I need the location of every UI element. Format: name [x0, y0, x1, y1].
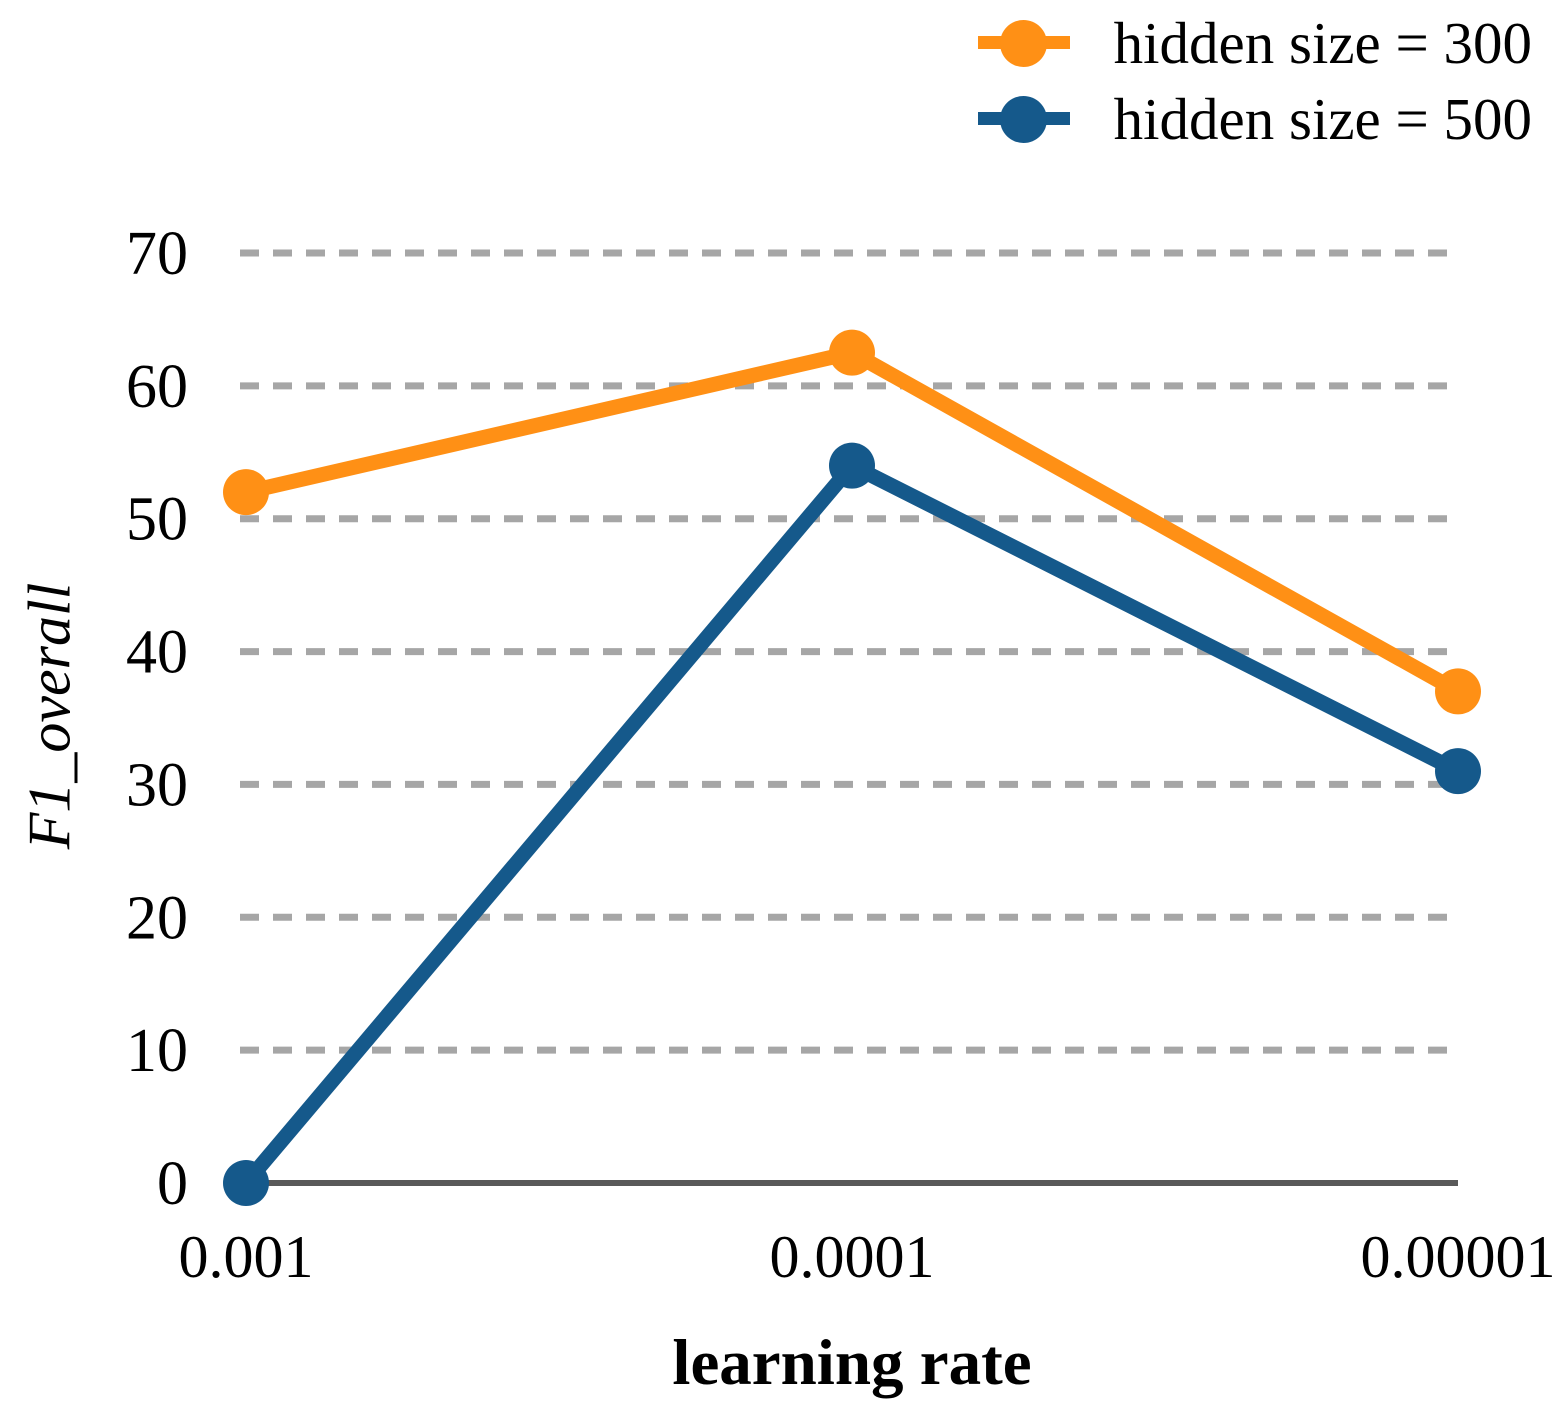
y-tick-label: 70 [126, 220, 188, 288]
legend-marker-icon [977, 19, 1070, 67]
legend: hidden size = 300 hidden size = 500 [977, 8, 1532, 154]
y-tick-label: 30 [126, 751, 188, 819]
data-point-icon [829, 442, 875, 489]
legend-dot-icon [1000, 19, 1048, 67]
legend-dot-icon [1000, 95, 1048, 143]
legend-item-hidden-300: hidden size = 300 [977, 8, 1532, 78]
x-tick-label: 0.0001 [770, 1224, 935, 1290]
data-point-icon [1435, 668, 1481, 715]
y-tick-label: 0 [157, 1150, 188, 1218]
y-axis-title: F1_overall [16, 582, 83, 850]
y-tick-label: 40 [126, 619, 188, 687]
legend-label: hidden size = 500 [1113, 86, 1532, 152]
legend-item-hidden-500: hidden size = 500 [977, 84, 1532, 154]
data-point-icon [223, 1160, 269, 1206]
y-tick-label: 10 [126, 1017, 188, 1085]
data-point-icon [1435, 748, 1481, 795]
x-tick-label: 0.00001 [1361, 1224, 1556, 1290]
y-tick-label: 60 [126, 353, 188, 421]
y-tick-label: 20 [126, 884, 188, 952]
data-point-icon [829, 329, 875, 376]
data-point-icon [223, 469, 269, 516]
x-tick-label: 0.001 [179, 1224, 314, 1290]
series-line-1 [240, 456, 1462, 1188]
legend-label: hidden size = 300 [1113, 10, 1532, 76]
x-axis-title: learning rate [672, 1327, 1032, 1399]
y-tick-label: 50 [126, 486, 188, 554]
legend-marker-icon [977, 95, 1070, 143]
